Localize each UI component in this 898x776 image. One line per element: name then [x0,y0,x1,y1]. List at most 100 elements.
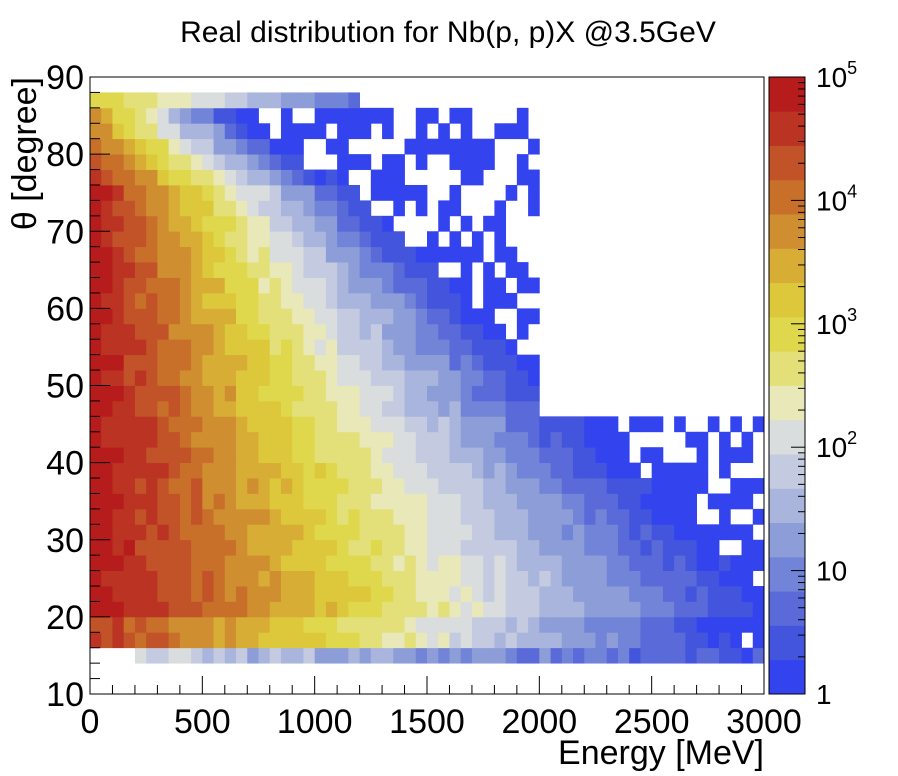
heatmap-cell [348,447,360,464]
heatmap-cell [146,123,158,140]
heatmap-cell [449,447,462,464]
heatmap-cells [90,92,765,664]
heatmap-cell [280,308,293,325]
heatmap-cell [337,339,349,356]
heatmap-cell [236,478,248,494]
heatmap-cell [539,539,551,556]
heatmap-cell [752,508,765,525]
heatmap-cell [662,524,675,541]
heatmap-cell [438,123,450,140]
heatmap-cell [449,555,462,571]
heatmap-cell [337,462,349,479]
heatmap-cell [561,539,574,556]
heatmap-cell [179,215,192,232]
heatmap-cell [415,385,428,402]
heatmap-cell [516,354,529,371]
heatmap-cell [292,262,304,278]
heatmap-cell [427,539,439,556]
heatmap-cell [415,508,428,525]
heatmap-cell [617,478,630,494]
heatmap-cell [460,400,473,417]
heatmap-cell [505,539,518,556]
heatmap-cell [640,447,653,464]
heatmap-cell [460,570,473,587]
heatmap-cell [404,339,417,356]
heatmap-cell [707,632,720,649]
heatmap-cell [449,493,462,510]
heatmap-cell [494,462,507,479]
heatmap-cell [314,539,327,556]
heatmap-cell [134,339,147,356]
heatmap-cell [280,277,293,294]
heatmap-cell [359,524,372,541]
heatmap-cell [236,262,248,278]
heatmap-cell [314,200,327,217]
heatmap-cell [382,246,394,263]
heatmap-cell [516,447,529,464]
heatmap-cell [550,447,563,464]
heatmap-cell [280,215,293,232]
heatmap-cell [303,277,316,294]
heatmap-cell [494,555,507,571]
heatmap-cell [460,354,473,371]
heatmap-cell [370,370,383,386]
heatmap-cell [370,308,383,325]
heatmap-cell [157,200,170,217]
heatmap-cell [471,416,484,433]
heatmap-cell [292,169,304,186]
colorbar-frame [768,76,806,695]
heatmap-cell [393,493,405,510]
heatmap-cell [224,184,237,201]
heatmap-cell [528,354,540,371]
heatmap-cell [606,462,619,479]
heatmap-cell [471,539,484,556]
heatmap-cell [449,200,462,217]
heatmap-cell [359,601,372,618]
heatmap-cell [382,339,394,356]
heatmap-cell [438,200,450,217]
heatmap-cell [370,447,383,464]
heatmap-cell [157,308,170,325]
heatmap-cell [730,586,742,602]
heatmap-cell [516,616,529,633]
heatmap-cell [303,323,316,340]
heatmap-cell [752,601,765,618]
heatmap-cell [292,370,304,386]
heatmap-cell [303,231,316,248]
heatmap-cell [550,632,563,649]
heatmap-cell [157,555,170,571]
heatmap-cell [505,416,518,433]
heatmap-cell [415,601,428,618]
heatmap-cell [90,354,102,371]
heatmap-cell [247,354,259,371]
heatmap-cell [337,138,349,155]
heatmap-cell [146,277,158,294]
heatmap-cell [651,447,664,464]
heatmap-cell [191,323,203,340]
colorbar-segment [769,659,805,695]
heatmap-cell [280,539,293,556]
y-tick-label: 60 [46,290,84,328]
heatmap-cell [90,632,102,649]
heatmap-cell [359,447,372,464]
heatmap-cell [224,292,237,309]
heatmap-cell [168,555,181,571]
heatmap-cell [146,107,158,124]
heatmap-cell [146,184,158,201]
heatmap-cell [168,385,181,402]
heatmap-cell [236,586,248,602]
heatmap-cell [191,647,203,664]
heatmap-cell [415,292,428,309]
heatmap-cell [370,107,383,124]
heatmap-cell [303,354,316,371]
heatmap-cell [516,601,529,618]
heatmap-cell [157,138,170,155]
heatmap-cell [224,539,237,556]
heatmap-cell [134,385,147,402]
heatmap-cell [696,447,709,464]
heatmap-cell [730,493,742,510]
heatmap-cell [696,570,709,587]
heatmap-cell [325,616,338,633]
